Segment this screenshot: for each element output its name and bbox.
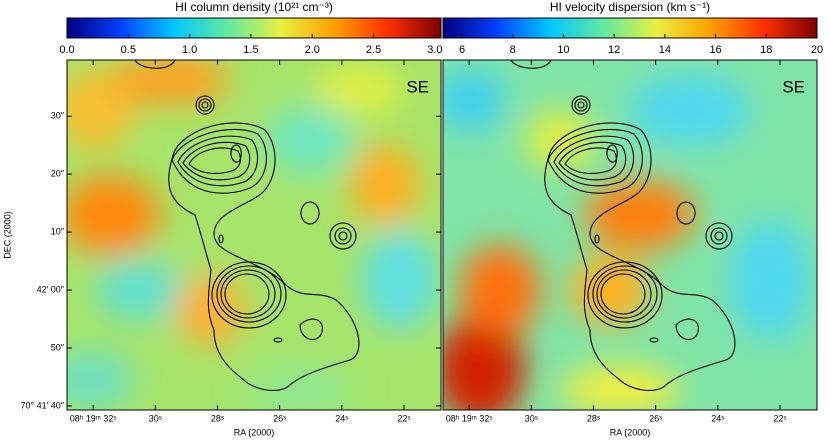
x-axis-label: RA (2000): [234, 427, 275, 437]
colorbar-tick-label: 16: [709, 44, 721, 56]
x-tick-label: 28ˢ: [211, 413, 224, 423]
colorbar-tick-label: 8: [510, 44, 516, 56]
colorbar-tick-label: 3.0: [427, 44, 442, 56]
colorbar-tick-label: 0.0: [59, 44, 74, 56]
x-tick-label: 08ʰ 19ᵐ 32ˢ: [70, 413, 117, 423]
density-map: [67, 60, 441, 410]
x-tick-label: 22ˢ: [773, 413, 786, 423]
dispersion-map: [443, 60, 817, 410]
colorbar-title: HI velocity dispersion (km s⁻¹): [550, 0, 710, 14]
y-tick-label: 20″: [51, 169, 65, 179]
x-tick-label: 30ˢ: [525, 413, 538, 423]
colorbar-tick-label: 2.0: [305, 44, 320, 56]
y-tick-label: 10″: [51, 226, 65, 236]
y-tick-label: 30″: [51, 111, 65, 121]
y-tick-label: 50″: [51, 342, 65, 352]
y-tick-label: 42′ 00″: [37, 284, 65, 294]
y-tick-label: 70° 41′ 40″: [20, 400, 64, 410]
x-tick-label: 26ˢ: [649, 413, 662, 423]
colorbar-tick-label: 10: [557, 44, 569, 56]
colorbar-tick-label: 14: [659, 44, 671, 56]
colorbar-tick-label: 18: [760, 44, 772, 56]
panel-frame: [442, 59, 818, 411]
x-tick-label: 22ˢ: [397, 413, 410, 423]
x-tick-label: 08ʰ 19ᵐ 32ˢ: [446, 413, 493, 423]
x-tick-label: 24ˢ: [711, 413, 724, 423]
colorbar-tick-label: 20: [811, 44, 823, 56]
x-tick-label: 26ˢ: [273, 413, 286, 423]
panel-label: SE: [782, 77, 805, 96]
x-axis-label: RA (2000): [610, 427, 651, 437]
x-tick-label: 28ˢ: [587, 413, 600, 423]
colorbar-tick-label: 1.0: [182, 44, 197, 56]
colorbar-tick-label: 1.5: [243, 44, 258, 56]
colorbar: [442, 17, 818, 39]
colorbar-title: HI column density (10²¹ cm⁻³): [175, 0, 333, 14]
y-axis-label: DEC (2000): [2, 211, 12, 259]
x-tick-label: 30ˢ: [149, 413, 162, 423]
panel-label: SE: [406, 77, 429, 96]
colorbar-tick-label: 0.5: [121, 44, 136, 56]
panel-frame: [66, 59, 442, 411]
colorbar-tick-label: 6: [459, 44, 465, 56]
colorbar-tick-label: 12: [608, 44, 620, 56]
colorbar-tick-label: 2.5: [366, 44, 381, 56]
x-tick-label: 24ˢ: [335, 413, 348, 423]
colorbar: [66, 17, 442, 39]
